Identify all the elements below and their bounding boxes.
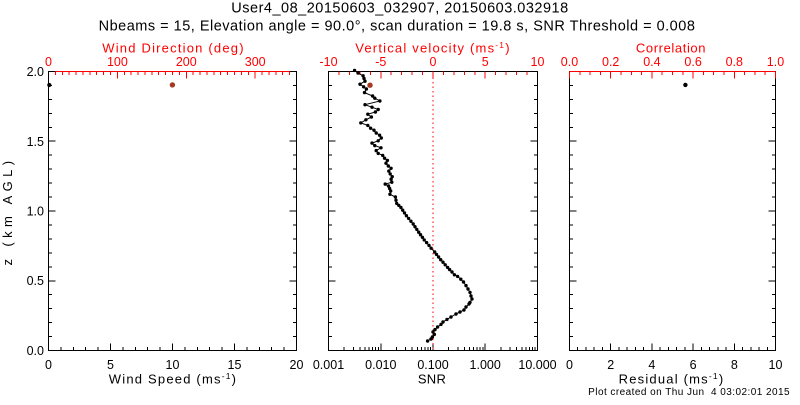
svg-text:0.2: 0.2 — [602, 55, 619, 69]
svg-text:0: 0 — [45, 358, 52, 372]
svg-text:1.000: 1.000 — [470, 358, 501, 372]
svg-text:300: 300 — [245, 55, 266, 69]
svg-text:Plot created on Thu Jun 4 03:: Plot created on Thu Jun 4 03:02:01 2015 — [588, 387, 790, 398]
svg-text:10.000: 10.000 — [518, 358, 556, 372]
svg-text:6: 6 — [690, 358, 697, 372]
svg-text:Residual (ms-1): Residual (ms-1) — [619, 371, 725, 387]
svg-text:Vertical velocity (ms-1): Vertical velocity (ms-1) — [355, 40, 511, 56]
svg-text:-5: -5 — [375, 55, 386, 69]
svg-text:2: 2 — [607, 358, 614, 372]
svg-text:1.0: 1.0 — [27, 205, 44, 219]
svg-text:20: 20 — [290, 358, 304, 372]
svg-text:-10: -10 — [319, 55, 337, 69]
svg-text:0: 0 — [566, 358, 573, 372]
svg-text:100: 100 — [107, 55, 128, 69]
svg-text:0: 0 — [45, 55, 52, 69]
svg-text:1.0: 1.0 — [767, 55, 784, 69]
svg-text:Wind Speed (ms-1): Wind Speed (ms-1) — [109, 371, 237, 387]
svg-text:0.100: 0.100 — [417, 358, 448, 372]
svg-text:200: 200 — [176, 55, 197, 69]
svg-text:0.4: 0.4 — [643, 55, 660, 69]
svg-text:0.0: 0.0 — [561, 55, 578, 69]
svg-text:8: 8 — [731, 358, 738, 372]
svg-text:Nbeams = 15, Elevation angle =: Nbeams = 15, Elevation angle = 90.0°, sc… — [99, 19, 696, 35]
svg-text:Correlation: Correlation — [636, 41, 706, 56]
svg-text:0: 0 — [430, 55, 437, 69]
svg-text:0.0: 0.0 — [27, 344, 44, 358]
svg-text:5: 5 — [107, 358, 114, 372]
svg-text:0.5: 0.5 — [27, 274, 44, 288]
svg-text:SNR: SNR — [418, 372, 446, 387]
svg-text:10: 10 — [531, 55, 545, 69]
svg-text:4: 4 — [648, 358, 655, 372]
svg-text:Wind Direction (deg): Wind Direction (deg) — [102, 41, 245, 56]
svg-text:15: 15 — [228, 358, 242, 372]
svg-text:0.001: 0.001 — [313, 358, 344, 372]
svg-text:0.6: 0.6 — [684, 55, 701, 69]
svg-text:10: 10 — [769, 358, 783, 372]
svg-text:z (km AGL): z (km AGL) — [0, 156, 15, 265]
svg-text:10: 10 — [166, 358, 180, 372]
svg-text:1.5: 1.5 — [27, 135, 44, 149]
svg-text:0.8: 0.8 — [726, 55, 743, 69]
svg-text:2.0: 2.0 — [27, 65, 44, 79]
svg-text:User4_08_20150603_032907, 2015: User4_08_20150603_032907, 20150603.03291… — [231, 1, 568, 17]
svg-text:5: 5 — [482, 55, 489, 69]
svg-text:0.010: 0.010 — [365, 358, 396, 372]
